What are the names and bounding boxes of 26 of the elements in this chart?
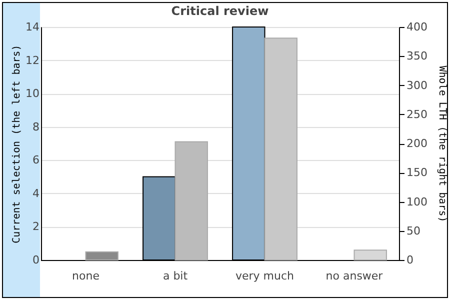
y2-tick-label: 0 xyxy=(406,254,414,266)
y2-tick-label: 200 xyxy=(406,137,428,150)
y-tick-label: 14 xyxy=(26,20,40,34)
y2-tick-label: 300 xyxy=(406,78,428,92)
y2-tick-label: 150 xyxy=(406,166,428,180)
x-tick-label: no answer xyxy=(326,270,384,282)
y2-tick-label: 100 xyxy=(406,195,428,208)
x-tick-label: very much xyxy=(235,270,294,282)
chart-title: Critical review xyxy=(171,4,269,18)
y-tick-label: 4 xyxy=(32,186,40,200)
y-tick-label: 12 xyxy=(26,54,40,67)
y-tick-label: 2 xyxy=(32,220,40,234)
y-tick-label: 6 xyxy=(32,154,40,167)
y-tick-label: 0 xyxy=(32,254,40,266)
x-tick-label: a bit xyxy=(162,270,188,282)
bar xyxy=(354,250,387,260)
y2-tick-label: 250 xyxy=(406,108,428,121)
y-tick-label: 8 xyxy=(32,120,40,134)
y2-tick-label: 350 xyxy=(406,50,428,63)
x-tick-label: none xyxy=(72,270,100,282)
y2-tick-label: 400 xyxy=(406,20,428,34)
y-tick-label: 10 xyxy=(26,87,40,100)
y2-tick-label: 50 xyxy=(406,224,420,238)
y-axis-title: Current selection (the left bars) xyxy=(12,44,23,244)
y2-axis-title: Whole LTH (the right bars) xyxy=(436,66,448,222)
bar xyxy=(85,251,118,260)
